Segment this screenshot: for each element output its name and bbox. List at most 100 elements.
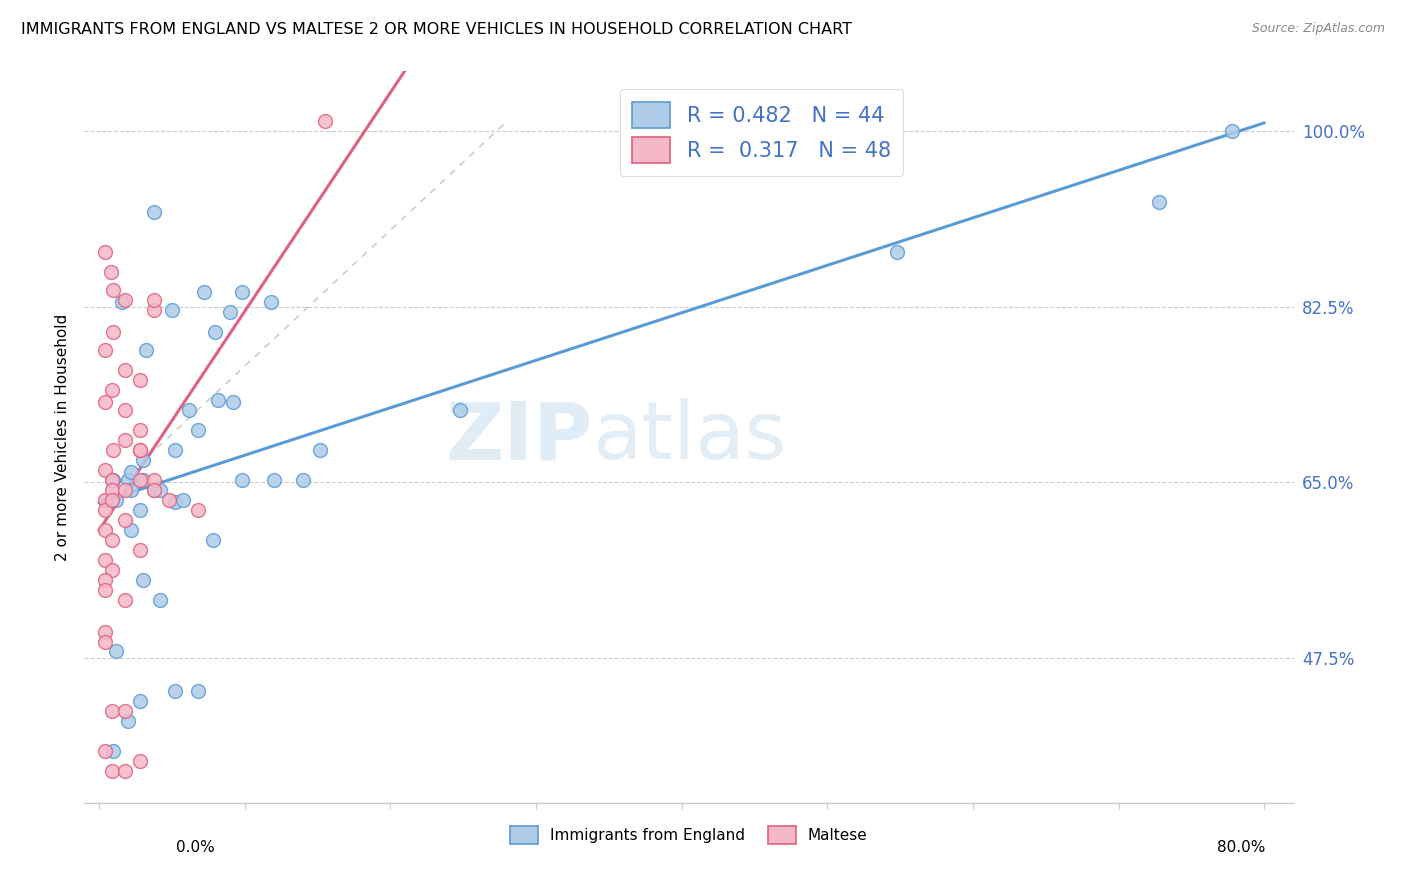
Y-axis label: 2 or more Vehicles in Household: 2 or more Vehicles in Household [55, 313, 70, 561]
Point [131, 453, 153, 467]
Point [94, 625, 117, 640]
Point [309, 443, 332, 458]
Point [101, 483, 124, 498]
Point [149, 483, 172, 498]
Point [120, 483, 142, 498]
Point [114, 764, 136, 778]
Point [101, 764, 124, 778]
Point [231, 285, 253, 299]
Point [94, 574, 117, 588]
Point [172, 493, 194, 508]
Point [128, 473, 150, 487]
Point [149, 593, 172, 607]
Point [103, 473, 125, 487]
Point [222, 395, 245, 409]
Point [101, 473, 124, 487]
Point [128, 373, 150, 387]
Point [157, 493, 180, 508]
Point [179, 403, 201, 417]
Point [143, 483, 166, 498]
Point [101, 533, 124, 548]
Point [94, 523, 117, 537]
Point [114, 363, 136, 377]
Point [187, 683, 209, 698]
Point [114, 403, 136, 417]
Point [100, 265, 122, 279]
Point [94, 395, 117, 409]
Point [163, 495, 186, 509]
Point [117, 714, 139, 728]
Point [128, 503, 150, 517]
Text: atlas: atlas [592, 398, 786, 476]
Point [128, 543, 150, 558]
Point [94, 635, 117, 649]
Point [114, 593, 136, 607]
Point [111, 294, 134, 309]
Point [263, 473, 285, 487]
Point [187, 503, 209, 517]
Point [114, 483, 136, 498]
Point [886, 244, 908, 259]
Point [94, 553, 117, 567]
Point [143, 204, 166, 219]
Point [105, 643, 128, 657]
Point [101, 563, 124, 577]
Point [1149, 194, 1171, 209]
Legend: Immigrants from England, Maltese: Immigrants from England, Maltese [505, 820, 873, 850]
Point [260, 294, 283, 309]
Point [204, 325, 226, 339]
Point [94, 343, 117, 357]
Point [193, 285, 215, 299]
Point [94, 744, 117, 758]
Point [120, 465, 142, 479]
Point [163, 683, 186, 698]
Point [117, 473, 139, 487]
Point [101, 493, 124, 508]
Point [120, 523, 142, 537]
Point [128, 443, 150, 458]
Point [187, 423, 209, 437]
Text: ZIP: ZIP [444, 398, 592, 476]
Point [160, 302, 183, 317]
Point [94, 503, 117, 517]
Point [219, 305, 242, 319]
Point [105, 493, 128, 508]
Point [207, 392, 229, 407]
Point [143, 293, 166, 307]
Point [314, 114, 336, 128]
Point [94, 493, 117, 508]
Point [1220, 124, 1243, 138]
Point [94, 244, 117, 259]
Point [103, 443, 125, 458]
Point [131, 574, 153, 588]
Point [103, 283, 125, 297]
Point [201, 533, 224, 548]
Point [135, 343, 157, 357]
Point [101, 383, 124, 397]
Text: 0.0%: 0.0% [176, 840, 215, 855]
Point [94, 463, 117, 477]
Point [291, 473, 314, 487]
Point [143, 483, 166, 498]
Point [128, 423, 150, 437]
Point [143, 473, 166, 487]
Point [114, 293, 136, 307]
Point [103, 744, 125, 758]
Point [231, 473, 253, 487]
Text: Source: ZipAtlas.com: Source: ZipAtlas.com [1251, 22, 1385, 36]
Point [114, 433, 136, 447]
Point [128, 693, 150, 707]
Point [131, 473, 153, 487]
Point [101, 704, 124, 718]
Point [128, 754, 150, 768]
Point [114, 513, 136, 527]
Point [103, 325, 125, 339]
Point [163, 443, 186, 458]
Text: IMMIGRANTS FROM ENGLAND VS MALTESE 2 OR MORE VEHICLES IN HOUSEHOLD CORRELATION C: IMMIGRANTS FROM ENGLAND VS MALTESE 2 OR … [21, 22, 852, 37]
Point [449, 403, 471, 417]
Point [114, 704, 136, 718]
Text: 80.0%: 80.0% [1218, 840, 1265, 855]
Point [128, 443, 150, 458]
Point [94, 583, 117, 598]
Point [143, 302, 166, 317]
